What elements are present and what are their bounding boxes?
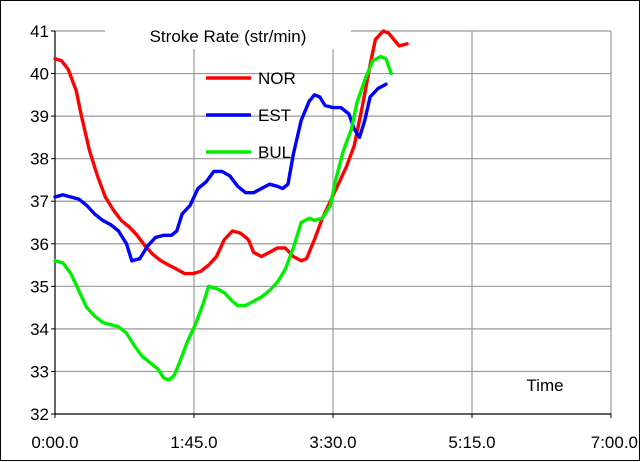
legend-label-est: EST bbox=[258, 106, 291, 125]
x-tick-label: 0:00.0 bbox=[31, 433, 78, 452]
series-lines bbox=[53, 29, 409, 382]
x-tick-labels: 0:00.0 1:45.0 3:30.0 5:15.0 7:00.0 bbox=[31, 433, 638, 452]
x-tick-label: 5:15.0 bbox=[448, 433, 495, 452]
y-tick-label: 38 bbox=[30, 150, 49, 169]
x-axis-label: Time bbox=[526, 376, 563, 395]
y-tick-label: 41 bbox=[30, 22, 49, 41]
series-line-bul bbox=[53, 54, 393, 382]
grid-lines bbox=[55, 30, 612, 414]
legend-label-bul: BUL bbox=[258, 143, 291, 162]
y-tick-label: 33 bbox=[30, 362, 49, 381]
xlabel-background bbox=[515, 372, 575, 398]
series-line-est bbox=[53, 82, 388, 263]
series-line-nor bbox=[53, 29, 409, 276]
title-background bbox=[105, 23, 351, 49]
y-tick-label: 34 bbox=[30, 320, 49, 339]
chart-title: Stroke Rate (str/min) bbox=[150, 27, 307, 46]
legend: NOR EST BUL bbox=[206, 69, 296, 162]
y-tick-labels: 32 33 34 35 36 37 38 39 40 41 bbox=[30, 22, 49, 424]
axes bbox=[51, 30, 612, 418]
y-tick-label: 35 bbox=[30, 277, 49, 296]
legend-label-nor: NOR bbox=[258, 69, 296, 88]
x-tick-label: 7:00.0 bbox=[591, 433, 638, 452]
y-tick-label: 40 bbox=[30, 65, 49, 84]
y-tick-label: 36 bbox=[30, 235, 49, 254]
x-tick-label: 1:45.0 bbox=[170, 433, 217, 452]
y-tick-label: 39 bbox=[30, 107, 49, 126]
x-tick-label: 3:30.0 bbox=[309, 433, 356, 452]
y-tick-label: 32 bbox=[30, 405, 49, 424]
y-tick-label: 37 bbox=[30, 192, 49, 211]
